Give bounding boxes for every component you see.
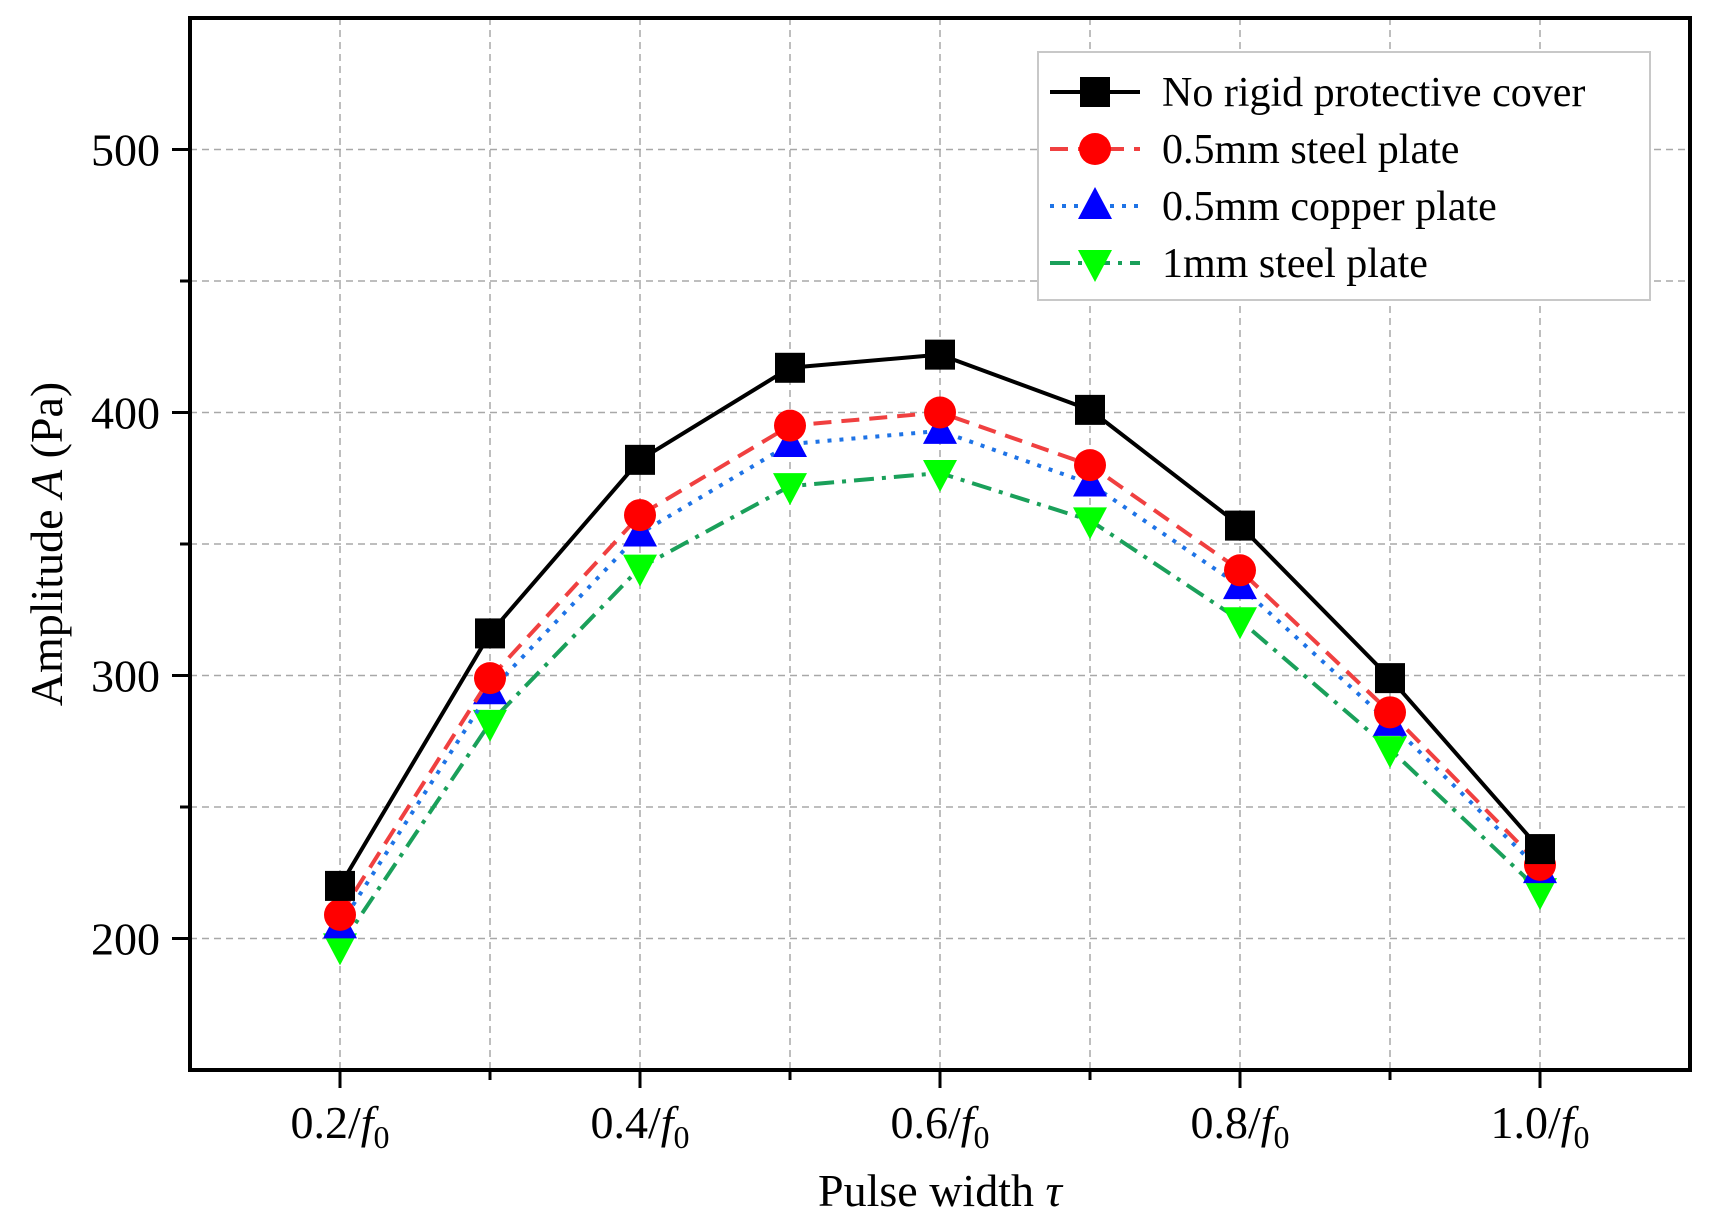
data-point bbox=[1374, 696, 1406, 729]
data-point bbox=[925, 339, 955, 370]
data-point bbox=[1074, 449, 1106, 482]
series-no-rigid-protective-cover bbox=[325, 339, 1555, 901]
y-tick-label: 400 bbox=[91, 388, 160, 439]
data-point bbox=[1373, 736, 1407, 769]
data-point bbox=[1525, 834, 1555, 865]
legend-marker bbox=[1078, 250, 1112, 282]
axis-ticks bbox=[172, 148, 1542, 1088]
legend-label: No rigid protective cover bbox=[1162, 70, 1585, 116]
data-point bbox=[324, 898, 356, 931]
series-0-5mm-steel-plate bbox=[324, 396, 1556, 931]
legend-marker bbox=[1079, 133, 1111, 165]
legend-label: 0.5mm steel plate bbox=[1162, 127, 1459, 173]
data-point bbox=[923, 459, 957, 492]
data-point bbox=[1073, 507, 1107, 540]
series-line bbox=[338, 428, 1542, 927]
data-point bbox=[623, 554, 657, 587]
data-point bbox=[1223, 607, 1257, 640]
y-tick-label: 500 bbox=[91, 125, 160, 176]
data-point bbox=[1075, 394, 1105, 425]
data-point bbox=[1225, 510, 1255, 541]
data-point bbox=[474, 662, 506, 695]
y-axis-title: Amplitude A (Pa) bbox=[21, 382, 72, 707]
x-tick-label: 0.8/f0 bbox=[1190, 1097, 1289, 1155]
data-point bbox=[924, 396, 956, 429]
data-point bbox=[473, 709, 507, 742]
data-point bbox=[323, 933, 357, 966]
data-series bbox=[323, 339, 1557, 966]
x-tick-label: 0.6/f0 bbox=[890, 1097, 989, 1155]
legend-label: 0.5mm copper plate bbox=[1162, 184, 1497, 230]
data-point bbox=[774, 409, 806, 442]
data-point bbox=[775, 352, 805, 383]
y-tick-label: 200 bbox=[91, 914, 160, 965]
legend-marker bbox=[1080, 77, 1110, 107]
legend: No rigid protective cover 0.5mm steel pla… bbox=[1037, 51, 1651, 301]
data-point bbox=[1523, 878, 1557, 911]
data-point bbox=[325, 870, 355, 901]
x-axis-title: Pulse width τ bbox=[818, 1165, 1063, 1216]
legend-marker bbox=[1078, 187, 1112, 219]
y-tick-label: 300 bbox=[91, 651, 160, 702]
legend-label: 1mm steel plate bbox=[1162, 241, 1428, 287]
data-point bbox=[624, 499, 656, 532]
data-point bbox=[773, 473, 807, 506]
series-1mm-steel-plate bbox=[323, 459, 1557, 966]
data-point bbox=[625, 444, 655, 475]
data-point bbox=[1375, 663, 1405, 694]
data-point bbox=[1224, 554, 1256, 587]
data-point bbox=[475, 618, 505, 649]
